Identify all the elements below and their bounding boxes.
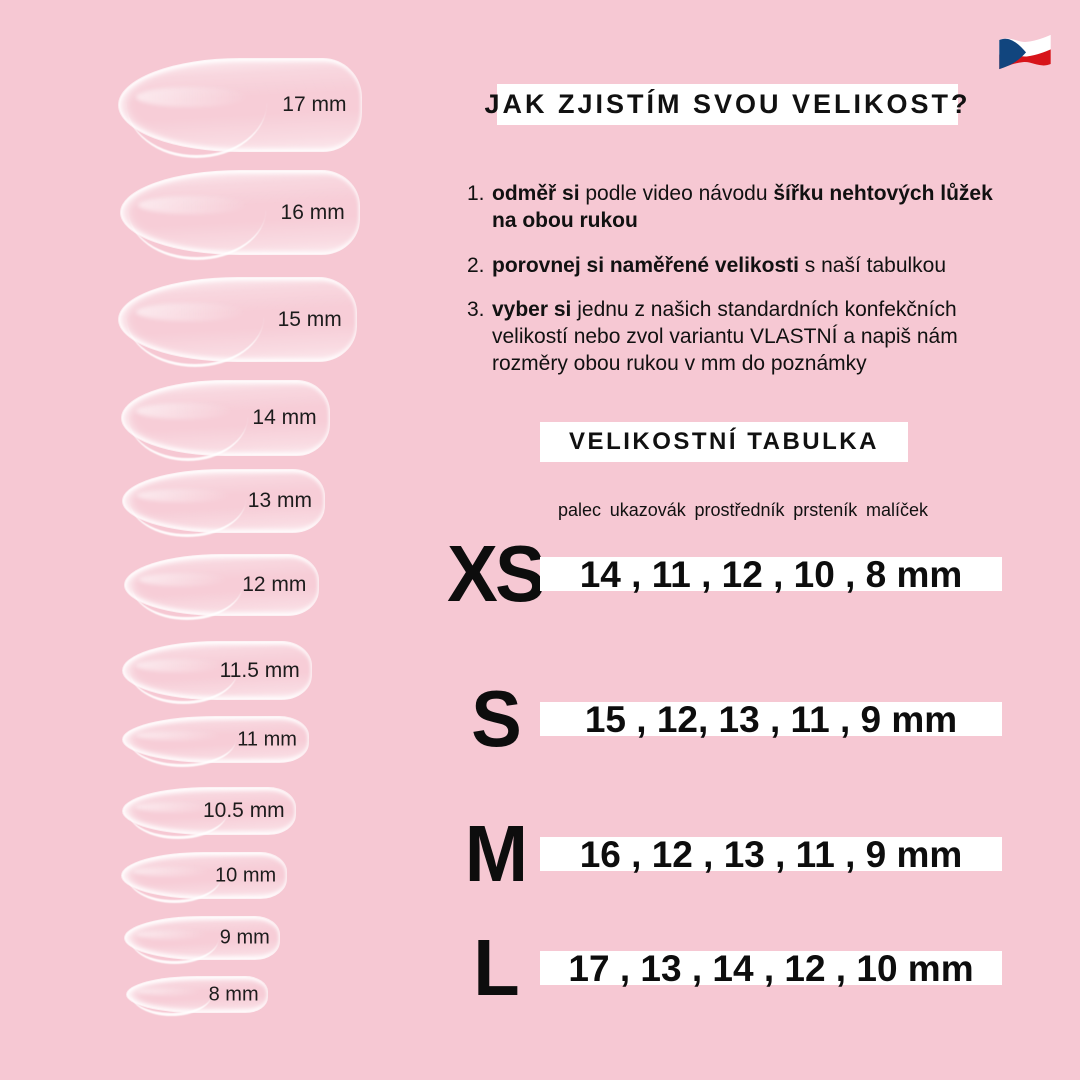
instruction-item: 3. vyber si jednu z našich standardních k…: [467, 296, 1007, 378]
nail-size-label: 10 mm: [215, 864, 277, 886]
nail-tip: 8 mm: [126, 976, 268, 1013]
nail-tip: 12 mm: [124, 554, 319, 616]
nail-size-label: 13 mm: [247, 489, 312, 512]
czech-flag-icon: [999, 34, 1051, 70]
nail-tip: 11.5 mm: [122, 641, 312, 700]
finger-header-0: palec: [558, 500, 602, 520]
size-label-xs: XS: [447, 529, 546, 618]
size-values-strip: 14 , 11 , 12 , 10 , 8 mm: [540, 553, 1002, 595]
size-table-title: VELIKOSTNÍ TABULKA: [540, 422, 908, 462]
instruction-segment: odměř si: [492, 182, 580, 205]
nail-size-label: 11.5 mm: [219, 658, 300, 682]
nail-tip: 17 mm: [118, 58, 362, 152]
size-label-s: S: [471, 674, 522, 763]
nail-size-label: 15 mm: [277, 307, 342, 331]
nail-tip: 13 mm: [122, 469, 325, 533]
size-table-title-text: VELIKOSTNÍ TABULKA: [569, 428, 879, 455]
nail-size-label: 12 mm: [242, 573, 307, 596]
instruction-segment: podle video návodu: [579, 182, 774, 205]
instruction-segment: vyber si: [492, 297, 572, 321]
nail-tip: 9 mm: [124, 916, 280, 960]
nail-tip: 16 mm: [120, 170, 360, 255]
page-title: JAK ZJISTÍM SVOU VELIKOST?: [484, 84, 968, 125]
nail-tip: 10.5 mm: [122, 787, 296, 835]
nail-tip: 15 mm: [118, 277, 357, 362]
finger-header-3: prsteník: [793, 500, 858, 520]
instruction-number: 3.: [467, 297, 485, 321]
finger-header-1: ukazovák: [609, 500, 686, 520]
size-label-l: L: [473, 923, 519, 1012]
instruction-text: odměř si podle video návodu šířku nehtov…: [492, 180, 1007, 235]
instruction-text: vyber si jednu z našich standardních kon…: [492, 296, 1007, 378]
nail-size-label: 14 mm: [252, 406, 317, 429]
finger-header-4: malíček: [865, 500, 928, 520]
page-title-text: JAK ZJISTÍM SVOU VELIKOST?: [484, 89, 971, 119]
size-values-text: 15 , 12, 13 , 11 , 9 mm: [584, 698, 958, 740]
nail-tip: 11 mm: [122, 716, 309, 763]
size-values-strip: 15 , 12, 13 , 11 , 9 mm: [540, 698, 1002, 740]
nail-size-label: 8 mm: [208, 983, 259, 1005]
nail-size-label: 11 mm: [237, 728, 297, 750]
size-values-strip: 16 , 12 , 13 , 11 , 9 mm: [540, 833, 1002, 875]
size-values-text: 17 , 13 , 14 , 12 , 10 mm: [568, 947, 974, 989]
nail-size-label: 16 mm: [280, 200, 345, 224]
nail-size-label: 17 mm: [282, 93, 347, 116]
size-values-text: 16 , 12 , 13 , 11 , 9 mm: [579, 833, 963, 875]
instruction-number: 2.: [467, 253, 485, 277]
instruction-number: 1.: [467, 182, 485, 205]
instruction-item: 1. odměř si podle video návodu šířku neht…: [467, 180, 1007, 235]
nail-tip: 14 mm: [121, 380, 330, 456]
instruction-segment: porovnej si naměřené velikosti: [492, 253, 799, 277]
size-values-strip: 17 , 13 , 14 , 12 , 10 mm: [540, 947, 1002, 989]
finger-headers-row: palec ukazovák prostředník prsteník malíček: [558, 500, 928, 521]
size-label-m: M: [464, 809, 528, 898]
size-values-text: 14 , 11 , 12 , 10 , 8 mm: [579, 553, 963, 595]
instruction-segment: jednu z našich standardních konfekčních …: [492, 297, 958, 376]
instructions-list: 1. odměř si podle video návodu šířku neht…: [467, 180, 1007, 395]
instruction-text: porovnej si naměřené velikosti s naší ta…: [492, 252, 1007, 279]
nail-size-label: 10.5 mm: [202, 799, 285, 822]
finger-header-2: prostředník: [694, 500, 785, 520]
instruction-segment: s naší tabulkou: [798, 253, 947, 277]
nail-size-label: 9 mm: [219, 926, 270, 949]
instruction-item: 2. porovnej si naměřené velikosti s naší …: [467, 252, 1007, 279]
instruction-segment: šířku nehtových lůžek na obou rukou: [492, 182, 993, 233]
nail-tip: 10 mm: [121, 852, 287, 899]
